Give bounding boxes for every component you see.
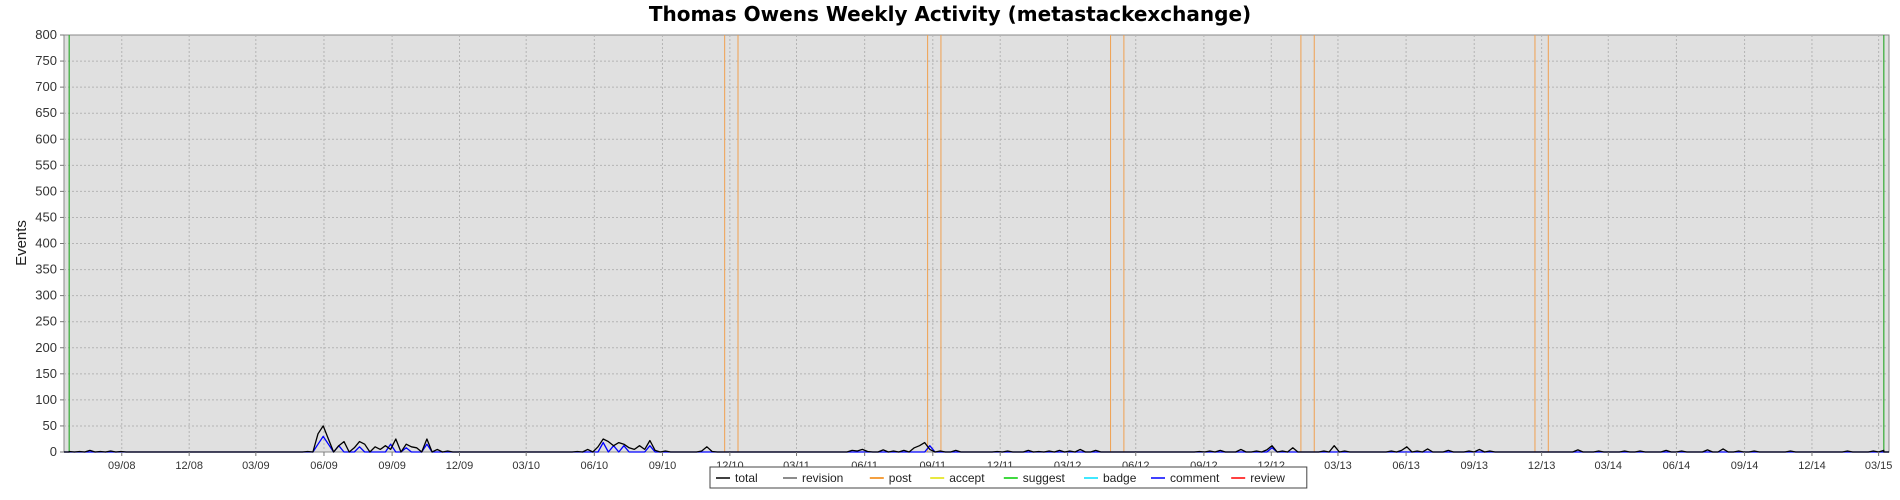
legend-label-post: post <box>889 471 912 485</box>
y-tick-label: 750 <box>35 53 57 68</box>
legend-label-accept: accept <box>949 471 985 485</box>
y-tick-label: 300 <box>35 288 57 303</box>
y-tick-label: 100 <box>35 392 57 407</box>
x-tick-label: 09/10 <box>649 460 677 472</box>
x-tick-label: 03/13 <box>1324 460 1352 472</box>
y-tick-label: 800 <box>35 27 57 42</box>
y-tick-label: 500 <box>35 183 57 198</box>
legend-label-comment: comment <box>1170 471 1220 485</box>
x-tick-label: 03/09 <box>242 460 270 472</box>
y-tick-label: 700 <box>35 79 57 94</box>
marker-lines <box>68 35 1885 452</box>
x-tick-label: 09/08 <box>108 460 136 472</box>
x-tick-label: 09/14 <box>1731 460 1759 472</box>
y-axis-ticks: 0 50 100 150 200 250 300 350 400 450 500 550 600 650 7… <box>35 27 64 459</box>
x-tick-label: 06/13 <box>1392 460 1420 472</box>
x-tick-label: 12/14 <box>1798 460 1826 472</box>
x-tick-label: 03/15 <box>1865 460 1893 472</box>
y-tick-label: 150 <box>35 366 57 381</box>
legend-label-total: total <box>735 471 758 485</box>
series-lines <box>64 425 1889 453</box>
x-tick-label: 03/10 <box>512 460 540 472</box>
legend-label-review: review <box>1250 471 1285 485</box>
y-tick-label: 400 <box>35 236 57 251</box>
x-tick-label: 09/13 <box>1460 460 1488 472</box>
x-tick-label: 06/09 <box>310 460 338 472</box>
x-tick-label: 12/08 <box>175 460 203 472</box>
x-tick-label: 06/10 <box>581 460 609 472</box>
gridlines <box>64 35 1889 452</box>
y-tick-label: 0 <box>50 444 57 459</box>
chart-title: Thomas Owens Weekly Activity (metastacke… <box>649 2 1251 26</box>
legend-label-revision: revision <box>802 471 843 485</box>
y-tick-label: 650 <box>35 105 57 120</box>
legend-label-badge: badge <box>1103 471 1137 485</box>
y-tick-label: 200 <box>35 340 57 355</box>
x-tick-label: 03/14 <box>1595 460 1623 472</box>
y-tick-label: 450 <box>35 209 57 224</box>
y-tick-label: 550 <box>35 157 57 172</box>
y-tick-label: 350 <box>35 262 57 277</box>
legend: total revision post accept suggest badge comme… <box>709 466 1308 489</box>
series-line-total <box>64 425 1889 453</box>
legend-label-suggest: suggest <box>1023 471 1066 485</box>
x-tick-label: 09/09 <box>378 460 406 472</box>
y-tick-label: 250 <box>35 314 57 329</box>
x-tick-label: 12/13 <box>1528 460 1556 472</box>
y-axis-label: Events <box>13 220 30 266</box>
x-tick-label: 12/09 <box>446 460 474 472</box>
x-tick-label: 06/14 <box>1663 460 1691 472</box>
y-tick-label: 50 <box>43 418 57 433</box>
y-tick-label: 600 <box>35 131 57 146</box>
